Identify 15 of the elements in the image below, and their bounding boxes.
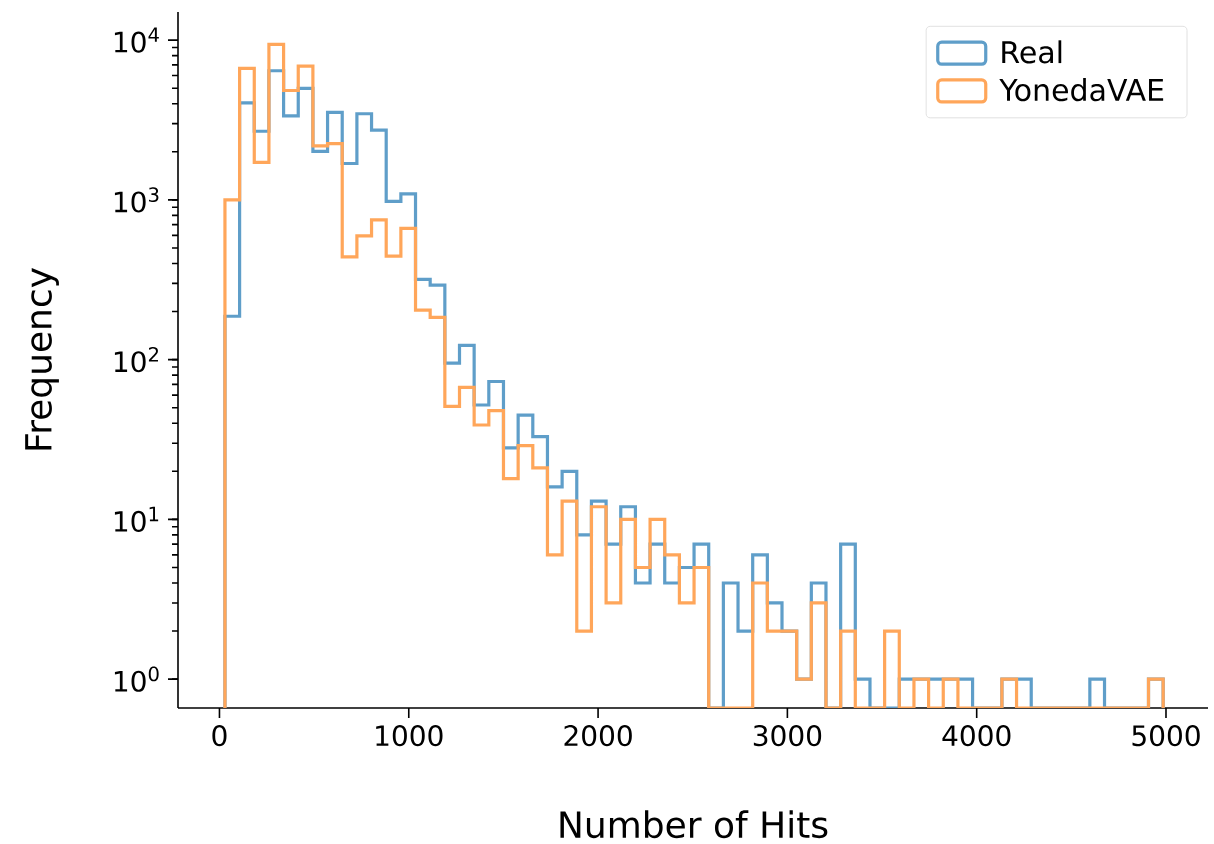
y-tick-label: 10$^{1}$ bbox=[114, 506, 159, 532]
x-tick-label: 5000 bbox=[1132, 725, 1200, 747]
x-tick-label: 4000 bbox=[942, 725, 1011, 747]
x-tick-label: 2000 bbox=[564, 725, 632, 747]
y-tick-label: 10$^{0}$ bbox=[114, 666, 159, 692]
x-tick-label: 1000 bbox=[376, 725, 443, 747]
y-tick-label: 10$^{3}$ bbox=[114, 187, 159, 213]
y-tick-label: 10$^{2}$ bbox=[114, 346, 158, 373]
x-axis-title: Number of Hits bbox=[560, 810, 828, 839]
x-tick-label: 0 bbox=[212, 725, 227, 747]
y-tick-label: 10$^{4}$ bbox=[114, 27, 159, 53]
y-axis-title: Frequency bbox=[25, 268, 59, 450]
x-tick-label: 3000 bbox=[753, 725, 822, 747]
legend-label: YonedaVAE bbox=[999, 78, 1164, 102]
legend-label: Real bbox=[1002, 40, 1062, 64]
